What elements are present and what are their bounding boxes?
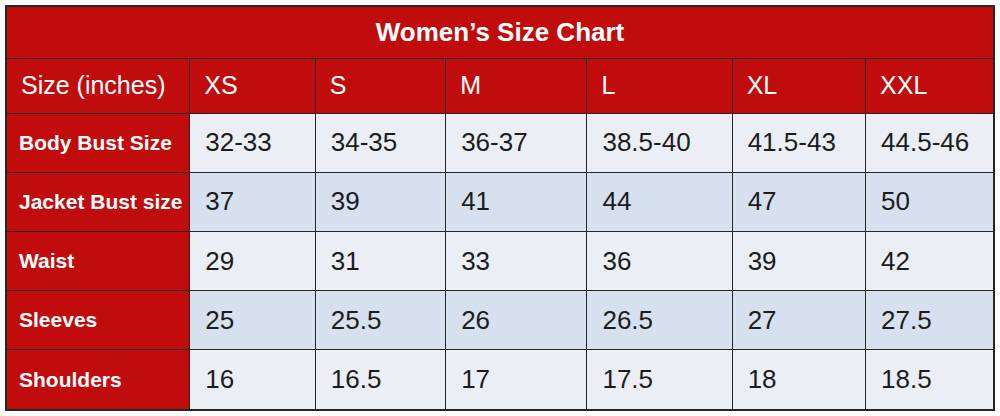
table-row-shoulders: Shoulders 16 16.5 17 17.5 18 18.5 bbox=[6, 350, 994, 410]
size-cell: 36-37 bbox=[446, 113, 587, 172]
column-header-l: L bbox=[587, 58, 732, 113]
row-label: Waist bbox=[6, 231, 190, 290]
size-cell: 26 bbox=[446, 291, 587, 350]
table-row-body-bust-size: Body Bust Size 32-33 34-35 36-37 38.5-40… bbox=[6, 113, 994, 172]
size-cell: 18 bbox=[732, 350, 865, 410]
size-cell: 47 bbox=[732, 172, 865, 231]
size-cell: 17 bbox=[446, 350, 587, 410]
size-cell: 44 bbox=[587, 172, 732, 231]
size-cell: 16 bbox=[190, 350, 315, 410]
size-cell: 31 bbox=[315, 231, 445, 290]
size-cell: 27.5 bbox=[866, 291, 994, 350]
size-chart-table: Women’s Size Chart Size (inches) XS S M … bbox=[5, 5, 995, 411]
size-cell: 41 bbox=[446, 172, 587, 231]
column-header-xs: XS bbox=[190, 58, 315, 113]
size-cell: 39 bbox=[315, 172, 445, 231]
column-header-s: S bbox=[315, 58, 445, 113]
size-cell: 39 bbox=[732, 231, 865, 290]
table-row-jacket-bust-size: Jacket Bust size 37 39 41 44 47 50 bbox=[6, 172, 994, 231]
size-cell: 38.5-40 bbox=[587, 113, 732, 172]
size-cell: 25.5 bbox=[315, 291, 445, 350]
size-cell: 33 bbox=[446, 231, 587, 290]
size-cell: 16.5 bbox=[315, 350, 445, 410]
header-row: Size (inches) XS S M L XL XXL bbox=[6, 58, 994, 113]
size-cell: 37 bbox=[190, 172, 315, 231]
size-cell: 18.5 bbox=[866, 350, 994, 410]
row-label: Body Bust Size bbox=[6, 113, 190, 172]
size-cell: 42 bbox=[866, 231, 994, 290]
size-cell: 26.5 bbox=[587, 291, 732, 350]
table-row-sleeves: Sleeves 25 25.5 26 26.5 27 27.5 bbox=[6, 291, 994, 350]
table-row-waist: Waist 29 31 33 36 39 42 bbox=[6, 231, 994, 290]
row-label: Sleeves bbox=[6, 291, 190, 350]
size-cell: 44.5-46 bbox=[866, 113, 994, 172]
column-header-xxl: XXL bbox=[866, 58, 994, 113]
column-header-xl: XL bbox=[732, 58, 865, 113]
size-cell: 41.5-43 bbox=[732, 113, 865, 172]
size-cell: 27 bbox=[732, 291, 865, 350]
size-cell: 34-35 bbox=[315, 113, 445, 172]
row-label: Shoulders bbox=[6, 350, 190, 410]
size-cell: 17.5 bbox=[587, 350, 732, 410]
title-row: Women’s Size Chart bbox=[6, 6, 994, 58]
size-cell: 29 bbox=[190, 231, 315, 290]
size-cell: 32-33 bbox=[190, 113, 315, 172]
size-cell: 36 bbox=[587, 231, 732, 290]
column-header-size-inches: Size (inches) bbox=[6, 58, 190, 113]
size-chart: Women’s Size Chart Size (inches) XS S M … bbox=[5, 5, 995, 411]
size-cell: 50 bbox=[866, 172, 994, 231]
chart-title: Women’s Size Chart bbox=[6, 6, 994, 58]
row-label: Jacket Bust size bbox=[6, 172, 190, 231]
size-cell: 25 bbox=[190, 291, 315, 350]
column-header-m: M bbox=[446, 58, 587, 113]
